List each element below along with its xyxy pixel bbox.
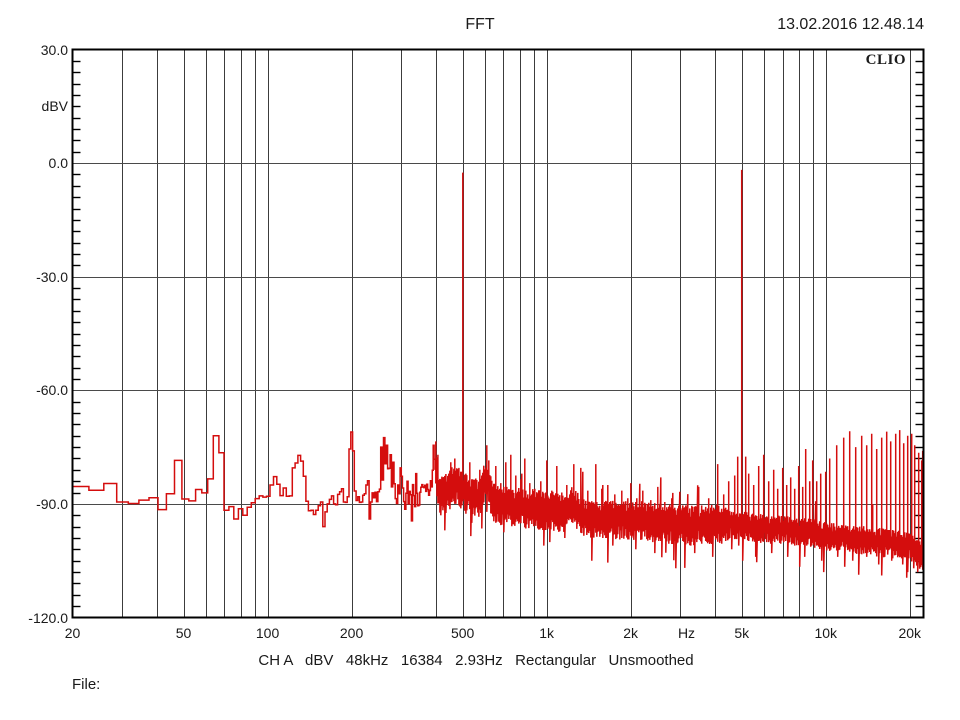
x-tick-label-2k: 2k: [623, 625, 639, 641]
fft-trace-ch-a: [72, 169, 924, 578]
x-tick-label-100: 100: [255, 625, 280, 641]
measurement-settings-line: CH A dBV 48kHz 16384 2.93Hz Rectangular …: [258, 652, 694, 669]
y-tick-label--90.0: -90.0: [36, 495, 68, 512]
y-tick-label--60.0: -60.0: [36, 382, 68, 399]
measurement-title: FFT: [465, 16, 495, 33]
clio-logo: CLIO: [865, 52, 906, 68]
x-tick-label-5k: 5k: [734, 625, 750, 641]
x-tick-label-200: 200: [339, 625, 364, 641]
x-tick-label-1k: 1k: [539, 625, 555, 641]
y-tick-label-30.0: 30.0: [40, 41, 68, 58]
y-tick-label-0.0: 0.0: [48, 155, 68, 172]
x-axis-unit-label: Hz: [677, 625, 696, 641]
y-axis-unit-label: dBV: [41, 98, 68, 115]
file-label: File:: [72, 676, 101, 693]
x-tick-label-10k: 10k: [814, 625, 838, 641]
measurement-timestamp: 13.02.2016 12.48.14: [777, 16, 924, 33]
x-tick-label-500: 500: [450, 625, 475, 641]
y-tick-label--120.0: -120.0: [28, 609, 68, 626]
plot-border: [71, 48, 925, 619]
x-tick-label-20: 20: [64, 625, 81, 641]
y-tick-label--30.0: -30.0: [36, 268, 68, 285]
x-tick-label-20k: 20k: [898, 625, 922, 641]
x-tick-label-50: 50: [175, 625, 192, 641]
